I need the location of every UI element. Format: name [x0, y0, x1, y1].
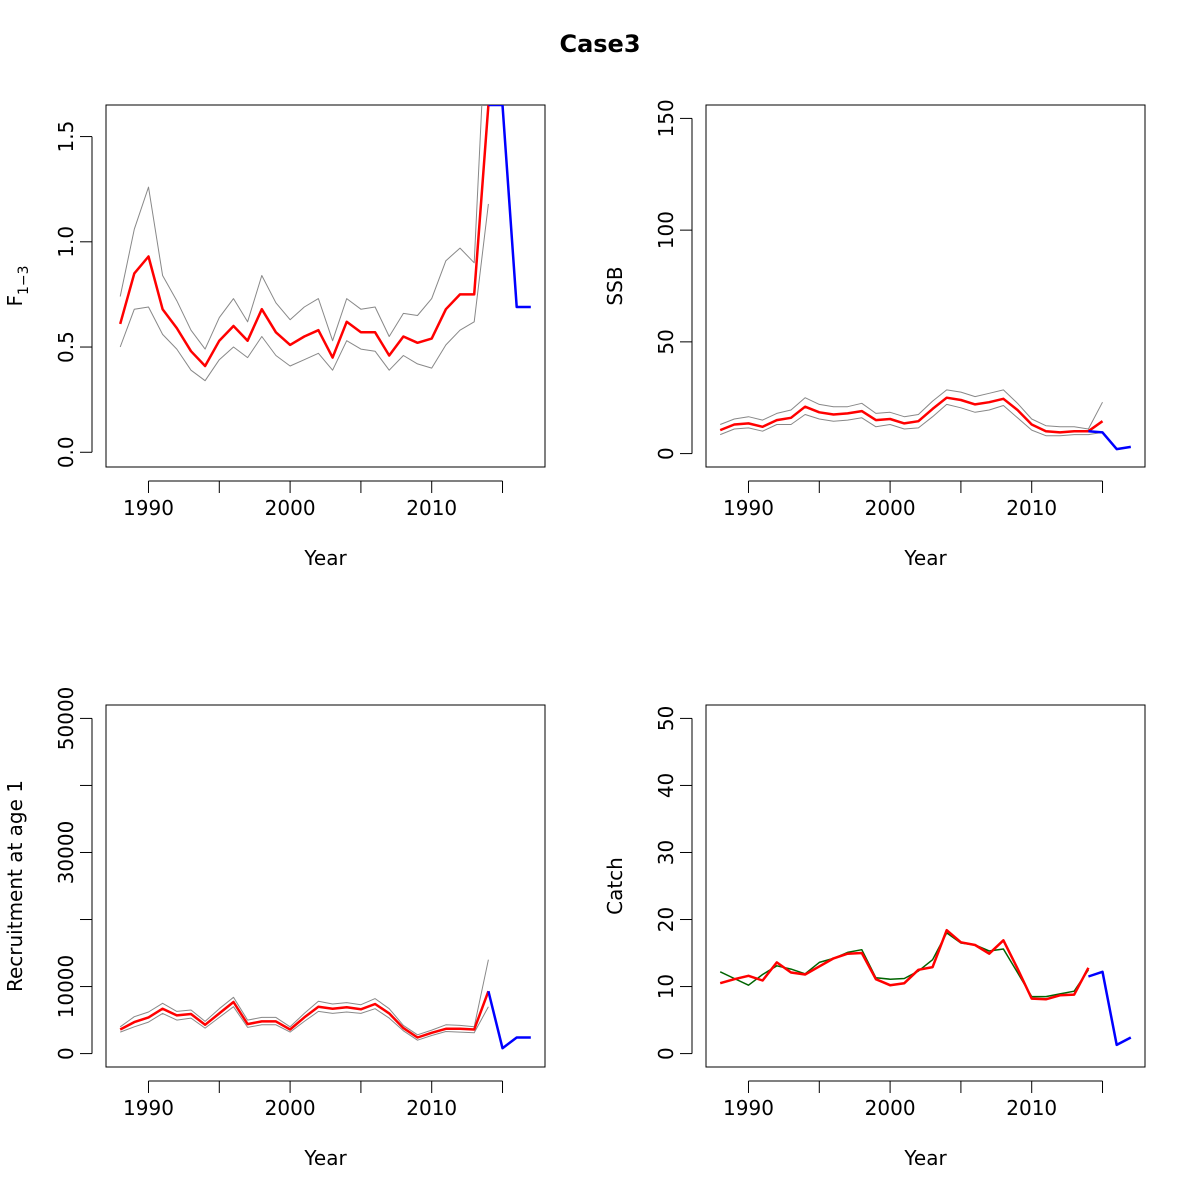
y-tick-label: 20	[654, 907, 678, 932]
x-axis-title: Year	[303, 546, 347, 570]
series-line-estimate	[118, 105, 490, 368]
x-axis-title: Year	[303, 1146, 347, 1170]
x-tick-label: 1990	[123, 1096, 174, 1120]
series-line-ci	[120, 1006, 489, 1041]
x-tick-label: 2000	[265, 1096, 316, 1120]
series-line-projection	[488, 105, 531, 309]
y-axis-title: Catch	[603, 857, 627, 915]
series-line-ci	[119, 203, 489, 382]
series-line-ci	[720, 403, 1103, 437]
series-line-ci	[720, 389, 1103, 430]
y-tick-label: 0.0	[54, 436, 78, 468]
y-tick-label: 50	[654, 706, 678, 731]
y-axis-title-main: SSB	[603, 266, 627, 305]
plot-area	[119, 959, 531, 1050]
panel-f: 1990 2000 2010 Year 0.0 0.5 1.0 1.5 F1−3	[3, 104, 546, 570]
y-tick-label: 1.0	[54, 226, 78, 258]
x-tick-label: 2010	[406, 496, 457, 520]
y-axis-title: SSB	[603, 266, 627, 305]
plot-area	[118, 105, 531, 382]
series-line-projection	[1088, 970, 1132, 1047]
y-tick-label: 50000	[54, 687, 78, 751]
panel-catch: 1990 2000 2010 Year 0 10 20 30 40 50 Catch	[603, 704, 1146, 1170]
y-tick-label: 0	[54, 1047, 78, 1060]
x-tick-label: 2000	[865, 496, 916, 520]
y-tick-label: 50	[654, 329, 678, 354]
plot-frame	[705, 104, 1146, 468]
series-line-estimate	[719, 396, 1104, 434]
x-tick-label: 2000	[865, 1096, 916, 1120]
y-tick-label: 150	[654, 99, 678, 137]
y-axis-title-main: F	[3, 295, 27, 307]
y-tick-label: 0.5	[54, 331, 78, 363]
x-tick-label: 2010	[1006, 496, 1057, 520]
y-axis-title-main: Catch	[603, 857, 627, 915]
y-tick-label: 0	[654, 447, 678, 460]
series-line-projection	[487, 990, 531, 1050]
figure-title: Case3	[559, 30, 640, 58]
y-axis-title-main: Recruitment at age 1	[3, 780, 27, 992]
series-line-ci	[119, 959, 489, 1036]
y-tick-label: 1.5	[54, 121, 78, 153]
x-tick-label: 1990	[123, 496, 174, 520]
series-line-estimate	[719, 928, 1090, 1001]
plot-frame	[105, 104, 546, 468]
series-line-ci	[119, 105, 483, 350]
y-tick-label: 10	[654, 974, 678, 999]
series-line-projection	[1088, 429, 1131, 451]
x-tick-label: 2010	[406, 1096, 457, 1120]
y-axis-title-subscript: 1−3	[16, 265, 32, 295]
y-tick-label: 30000	[54, 821, 78, 885]
y-tick-label: 30	[654, 840, 678, 865]
plot-area	[719, 928, 1132, 1047]
panel-ssb: 1990 2000 2010 Year 0 50 100 150 SSB	[603, 99, 1146, 570]
series-line-estimate	[119, 990, 490, 1039]
y-tick-label: 40	[654, 773, 678, 798]
y-tick-label: 100	[654, 211, 678, 249]
plot-frame	[105, 704, 546, 1068]
x-tick-label: 1990	[723, 496, 774, 520]
y-axis-title: F1−3	[3, 265, 32, 306]
y-axis-title: Recruitment at age 1	[3, 780, 27, 992]
panel-recruitment: 1990 2000 2010 Year 0 10000 30000 50000 Recruitm…	[3, 687, 546, 1170]
x-tick-label: 2010	[1006, 1096, 1057, 1120]
plot-area	[719, 389, 1131, 451]
x-tick-label: 2000	[265, 496, 316, 520]
x-axis-title: Year	[903, 1146, 947, 1170]
x-axis-title: Year	[903, 546, 947, 570]
y-tick-label: 10000	[54, 955, 78, 1019]
y-tick-label: 0	[654, 1047, 678, 1060]
plot-frame	[705, 704, 1146, 1068]
x-tick-label: 1990	[723, 1096, 774, 1120]
